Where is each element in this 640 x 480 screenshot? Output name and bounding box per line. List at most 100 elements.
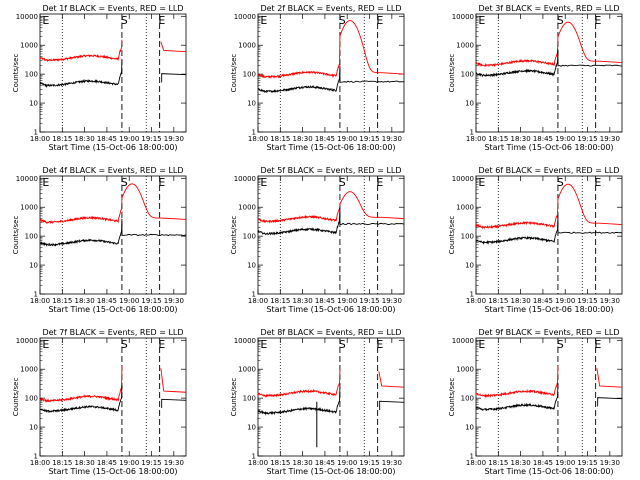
- plot-frame: [257, 337, 405, 457]
- x-axis-label: Start Time (15-Oct-06 18:00:00): [48, 305, 177, 314]
- x-tick-label: 18:15: [270, 297, 290, 305]
- plot-frame: [257, 175, 405, 295]
- events-series-line: [257, 207, 405, 236]
- y-tick-label: 1000: [238, 42, 256, 50]
- y-tick-label: 10: [247, 424, 256, 432]
- panel-title: Det 2f BLACK = Events, RED = LLD: [260, 4, 401, 13]
- marker-label: E: [478, 338, 485, 351]
- y-tick-label: 10000: [16, 13, 38, 21]
- y-tick-label: 1: [470, 129, 474, 137]
- events-series-line: [39, 385, 187, 414]
- y-tick-label: 10000: [452, 13, 474, 21]
- x-tick-label: 19:00: [337, 135, 357, 143]
- marker-label: E: [42, 176, 49, 189]
- panel-det-1: Det 1f BLACK = Events, RED = LLD 1 10 100 10…: [12, 4, 187, 152]
- x-tick-label: 19:00: [119, 459, 139, 467]
- events-series-line: [475, 49, 623, 78]
- plot-frame: [39, 13, 187, 133]
- y-tick-label: 1000: [20, 366, 38, 374]
- x-tick-label: 18:45: [533, 297, 553, 305]
- x-tick-label: 19:00: [555, 459, 575, 467]
- x-tick-label: 19:30: [164, 135, 184, 143]
- plot-frame: [39, 337, 187, 457]
- x-tick-label: 19:30: [600, 135, 620, 143]
- y-axis-label: Counts/sec: [448, 216, 456, 255]
- y-tick-label: 1: [34, 129, 38, 137]
- x-tick-label: 18:30: [75, 297, 95, 305]
- panel-title: Det 7f BLACK = Events, RED = LLD: [42, 328, 183, 337]
- panel-det-9: Det 9f BLACK = Events, RED = LLD 1 10 100 10…: [448, 328, 623, 476]
- y-tick-label: 100: [461, 395, 474, 403]
- y-tick-label: 1000: [20, 204, 38, 212]
- y-tick-label: 1000: [456, 204, 474, 212]
- marker-label: S: [557, 338, 564, 351]
- marker-label: E: [42, 14, 49, 27]
- marker-label: S: [557, 14, 564, 27]
- x-tick-label: 18:30: [293, 135, 313, 143]
- x-tick-label: 18:45: [533, 459, 553, 467]
- y-tick-label: 10000: [452, 337, 474, 345]
- x-tick-label: 19:30: [382, 135, 402, 143]
- marker-label: E: [42, 338, 49, 351]
- x-tick-label: 18:15: [270, 135, 290, 143]
- marker-label: E: [376, 14, 383, 27]
- y-axis-label: Counts/sec: [12, 216, 20, 255]
- x-tick-label: 18:15: [488, 135, 508, 143]
- y-tick-label: 10000: [16, 337, 38, 345]
- marker-label: S: [339, 338, 346, 351]
- x-tick-label: 18:45: [97, 297, 117, 305]
- x-axis-label: Start Time (15-Oct-06 18:00:00): [266, 467, 395, 476]
- lld-series-line: [475, 366, 623, 399]
- y-axis-label: Counts/sec: [448, 378, 456, 417]
- x-tick-label: 18:30: [75, 135, 95, 143]
- x-tick-label: 19:00: [119, 297, 139, 305]
- y-tick-label: 100: [25, 233, 38, 241]
- x-tick-label: 18:00: [466, 297, 486, 305]
- marker-label: E: [594, 176, 601, 189]
- y-axis-label: Counts/sec: [230, 378, 238, 417]
- x-axis-label: Start Time (15-Oct-06 18:00:00): [484, 143, 613, 152]
- y-tick-label: 10: [465, 100, 474, 108]
- x-tick-label: 18:00: [248, 135, 268, 143]
- x-tick-label: 18:45: [97, 459, 117, 467]
- y-tick-label: 1: [252, 291, 256, 299]
- marker-label: E: [376, 338, 383, 351]
- y-tick-label: 10000: [452, 175, 474, 183]
- y-tick-label: 1000: [238, 204, 256, 212]
- y-tick-label: 1000: [238, 366, 256, 374]
- events-series-line: [39, 59, 187, 89]
- marker-label: E: [594, 14, 601, 27]
- y-tick-label: 1: [34, 453, 38, 461]
- y-tick-label: 10: [465, 424, 474, 432]
- panel-title: Det 9f BLACK = Events, RED = LLD: [478, 328, 619, 337]
- x-tick-label: 19:15: [577, 135, 597, 143]
- lld-series-line: [39, 39, 187, 63]
- x-tick-label: 19:15: [359, 135, 379, 143]
- marker-label: S: [121, 338, 128, 351]
- y-tick-label: 10: [29, 262, 38, 270]
- y-tick-label: 100: [243, 233, 256, 241]
- x-tick-label: 19:15: [141, 459, 161, 467]
- x-tick-label: 19:30: [164, 297, 184, 305]
- marker-label: E: [260, 176, 267, 189]
- x-tick-label: 19:00: [337, 297, 357, 305]
- y-tick-label: 10: [29, 100, 38, 108]
- x-tick-label: 18:30: [293, 459, 313, 467]
- lld-series-line: [257, 191, 405, 224]
- y-tick-label: 100: [25, 71, 38, 79]
- marker-label: E: [260, 338, 267, 351]
- x-tick-label: 18:30: [511, 297, 531, 305]
- lld-series-line: [257, 369, 405, 398]
- lld-series-line: [39, 183, 187, 225]
- x-tick-label: 19:00: [555, 135, 575, 143]
- x-tick-label: 18:00: [30, 459, 50, 467]
- x-tick-label: 19:15: [577, 297, 597, 305]
- x-tick-label: 18:15: [52, 135, 72, 143]
- lld-series-line: [257, 20, 405, 79]
- y-tick-label: 1: [252, 453, 256, 461]
- y-tick-label: 10: [29, 424, 38, 432]
- x-tick-label: 19:15: [141, 135, 161, 143]
- lld-series-line: [39, 366, 187, 403]
- y-tick-label: 1000: [456, 366, 474, 374]
